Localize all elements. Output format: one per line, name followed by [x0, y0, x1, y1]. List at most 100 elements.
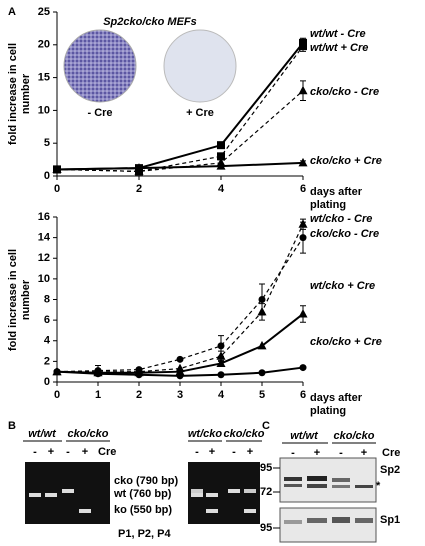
y-tick-label: 0	[44, 376, 50, 388]
marker	[216, 161, 226, 170]
y-tick-label: 6	[44, 314, 50, 326]
marker	[175, 366, 185, 376]
panel-label: C	[262, 420, 270, 432]
genotype-header: wt/wt	[290, 430, 319, 442]
marker	[217, 342, 225, 350]
genotype-header: wt/cko	[188, 428, 223, 440]
band-label: wt (760 bp)	[113, 488, 172, 500]
blot-band	[307, 484, 327, 488]
blot-band	[307, 476, 327, 481]
series-label: cko/cko + Cre	[310, 155, 382, 167]
plate-minus-cre	[63, 29, 137, 103]
y-tick-label: 14	[38, 232, 51, 244]
y-tick-label: 12	[38, 252, 50, 264]
plate-plus-cre	[163, 29, 237, 103]
marker	[299, 42, 307, 51]
y-tick-label: 10	[38, 104, 50, 116]
y-tick-label: 25	[38, 6, 50, 18]
marker	[216, 358, 226, 367]
series-label: cko/cko + Cre	[310, 336, 382, 348]
x-tick-label: 2	[136, 183, 142, 195]
series-label: cko/cko - Cre	[310, 228, 379, 240]
x-tick-label: 4	[218, 389, 225, 401]
mw-marker: 95	[260, 462, 272, 474]
marker	[257, 340, 267, 350]
protein-label: Sp2	[380, 464, 400, 476]
blot-band	[332, 485, 350, 488]
y-tick-label: 2	[44, 355, 50, 367]
gel-band	[45, 493, 57, 497]
y-tick-label: 8	[44, 293, 50, 305]
lane-label: +	[209, 446, 215, 458]
blot-band	[355, 485, 373, 488]
marker	[135, 371, 143, 379]
x-tick-label: 0	[54, 389, 60, 401]
blot-band	[332, 478, 350, 482]
marker	[52, 164, 62, 173]
lane-label: -	[339, 447, 343, 459]
y-tick-label: 20	[38, 39, 50, 51]
series-line	[56, 90, 304, 173]
marker	[176, 372, 184, 380]
blot-band	[284, 520, 302, 524]
passage-label: P1, P2, P4	[118, 528, 171, 540]
x-tick-label: 4	[218, 183, 225, 195]
blot-band	[284, 477, 302, 481]
marker	[134, 163, 144, 172]
series-label: wt/cko - Cre	[310, 213, 372, 225]
marker	[217, 141, 225, 150]
gel-band	[29, 493, 41, 497]
gel-band	[228, 489, 240, 493]
marker	[176, 355, 184, 363]
marker	[217, 152, 225, 161]
y-tick-label: 0	[44, 170, 50, 182]
lane-label: -	[33, 446, 37, 458]
x-tick-label: 6	[300, 389, 306, 401]
y-tick-label: 10	[38, 273, 50, 285]
y-tick-label: 5	[44, 137, 50, 149]
gel-band	[244, 489, 256, 493]
marker	[94, 370, 102, 378]
lane-label: +	[48, 446, 54, 458]
blot-band	[355, 518, 373, 523]
band-label: ko (550 bp)	[114, 504, 172, 516]
marker	[299, 234, 307, 242]
inset-label: - Cre	[87, 107, 112, 119]
series-label: cko/cko - Cre	[310, 86, 379, 98]
series-line	[56, 45, 304, 173]
series-label: wt/cko + Cre	[310, 280, 375, 292]
mw-marker: 72	[260, 486, 272, 498]
lane-label: -	[232, 446, 236, 458]
gel-band	[206, 493, 218, 497]
treatment-label: Cre	[382, 447, 400, 459]
marker	[258, 369, 266, 377]
mw-marker: 95	[260, 522, 272, 534]
x-tick-label: 5	[259, 389, 265, 401]
y-tick-label: 15	[38, 72, 50, 84]
inset-label: + Cre	[186, 107, 214, 119]
y-tick-label: 16	[38, 211, 50, 223]
series-line	[56, 237, 304, 373]
protein-label: *	[376, 480, 381, 492]
protein-label: Sp1	[380, 514, 400, 526]
x-tick-label: 6	[300, 183, 306, 195]
genotype-header: wt/wt	[28, 428, 57, 440]
x-axis-label: days after plating	[310, 186, 362, 211]
blot-sp1	[279, 507, 377, 543]
lane-label: -	[291, 447, 295, 459]
genotype-header: cko/cko	[224, 428, 265, 440]
gel-band	[191, 489, 203, 493]
gel-band	[206, 509, 218, 513]
gel-band	[191, 493, 203, 497]
series-line	[57, 223, 304, 373]
lane-label: +	[82, 446, 88, 458]
y-tick-label: 4	[44, 335, 51, 347]
blot-band	[284, 484, 302, 487]
band-label: cko (790 bp)	[114, 475, 179, 487]
series-label: wt/wt - Cre	[310, 28, 366, 40]
lane-label: +	[361, 447, 367, 459]
lane-label: +	[247, 446, 253, 458]
treatment-label: Cre	[98, 446, 116, 458]
